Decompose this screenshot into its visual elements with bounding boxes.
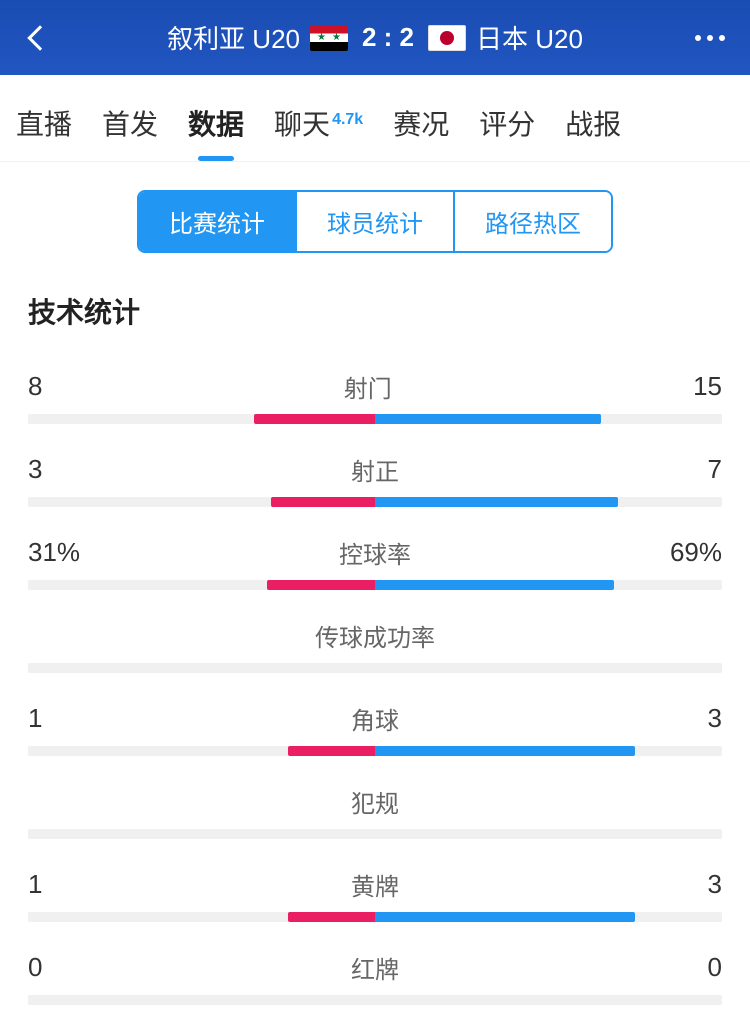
stat-row: 0 红牌 0	[0, 936, 750, 1019]
team-left-name: 叙利亚 U20	[167, 19, 300, 56]
team-right-name: 日本 U20	[476, 19, 583, 56]
stat-header: 0 红牌 0	[28, 950, 722, 985]
stat-value-right: 15	[693, 371, 722, 402]
stat-header: 1 黄牌 3	[28, 867, 722, 902]
more-icon	[695, 35, 725, 41]
stat-value-left: 0	[28, 952, 42, 983]
tab-item[interactable]: 数据	[182, 95, 250, 151]
stat-bar	[28, 912, 722, 922]
tab-item[interactable]: 首发	[96, 95, 164, 151]
stat-value-left: 1	[28, 703, 42, 734]
stat-bar	[28, 829, 722, 839]
stat-row: 31% 控球率 69%	[0, 521, 750, 604]
stat-value-right: 69%	[670, 537, 722, 568]
stat-header: 传球成功率	[28, 618, 722, 653]
bar-left-fill	[254, 414, 375, 424]
stat-label: 射正	[351, 452, 399, 487]
stat-label: 黄牌	[351, 867, 399, 902]
segment-button[interactable]: 比赛统计	[139, 192, 297, 251]
stat-row: 1 角球 3	[0, 687, 750, 770]
bar-right-fill	[375, 746, 635, 756]
stat-value-right: 3	[708, 869, 722, 900]
tab-item[interactable]: 直播	[10, 95, 78, 151]
match-header: 叙利亚 U20 2 : 2 日本 U20	[0, 0, 750, 75]
stat-label: 控球率	[339, 535, 411, 570]
match-title: 叙利亚 U20 2 : 2 日本 U20	[60, 19, 690, 56]
segment-control: 比赛统计球员统计路径热区	[0, 162, 750, 281]
stat-label: 犯规	[351, 784, 399, 819]
flag-syria-icon	[310, 25, 348, 51]
more-button[interactable]	[690, 35, 730, 41]
bar-right-fill	[375, 580, 614, 590]
stat-value-right: 0	[708, 952, 722, 983]
stat-label: 射门	[344, 369, 392, 404]
tab-item[interactable]: 评分	[473, 95, 541, 151]
tab-badge: 4.7k	[332, 111, 363, 128]
stat-bar	[28, 995, 722, 1005]
stat-row: 1 黄牌 3	[0, 853, 750, 936]
segment-button[interactable]: 球员统计	[297, 192, 455, 251]
match-score: 2 : 2	[362, 22, 414, 53]
stat-value-left: 31%	[28, 537, 80, 568]
stat-row: 犯规	[0, 770, 750, 853]
stat-header: 8 射门 15	[28, 369, 722, 404]
stat-value-left: 3	[28, 454, 42, 485]
tab-item[interactable]: 聊天4.7k	[268, 95, 369, 151]
bar-left-fill	[271, 497, 375, 507]
stat-header: 31% 控球率 69%	[28, 535, 722, 570]
stat-bar	[28, 580, 722, 590]
bar-left-fill	[267, 580, 375, 590]
bar-left-fill	[288, 746, 375, 756]
section-title: 技术统计	[0, 281, 750, 355]
stat-value-right: 7	[708, 454, 722, 485]
stat-row: 传球成功率	[0, 604, 750, 687]
stat-label: 红牌	[351, 950, 399, 985]
stat-bar	[28, 414, 722, 424]
stat-value-left: 1	[28, 869, 42, 900]
stat-value-right: 3	[708, 703, 722, 734]
tab-item[interactable]: 战报	[559, 95, 627, 151]
chevron-left-icon	[27, 25, 52, 50]
stat-label: 传球成功率	[315, 618, 435, 653]
stat-bar	[28, 663, 722, 673]
stat-header: 3 射正 7	[28, 452, 722, 487]
bar-right-fill	[375, 912, 635, 922]
back-button[interactable]	[20, 18, 60, 58]
stat-header: 犯规	[28, 784, 722, 819]
segment-button[interactable]: 路径热区	[455, 192, 611, 251]
stat-header: 1 角球 3	[28, 701, 722, 736]
stat-bar	[28, 497, 722, 507]
bar-right-fill	[375, 497, 618, 507]
stat-row: 8 射门 15	[0, 355, 750, 438]
stat-row: 3 射正 7	[0, 438, 750, 521]
stat-bar	[28, 746, 722, 756]
flag-japan-icon	[428, 25, 466, 51]
bar-right-fill	[375, 414, 601, 424]
bar-left-fill	[288, 912, 375, 922]
nav-tabs: 直播首发数据聊天4.7k 赛况评分战报	[0, 75, 750, 162]
stat-value-left: 8	[28, 371, 42, 402]
stats-list: 8 射门 15 3 射正 7 31% 控球率 69% 传球成功率 1 角球 3 犯规 1 黄牌 3 0 红牌 0	[0, 355, 750, 1019]
tab-item[interactable]: 赛况	[387, 95, 455, 151]
stat-label: 角球	[351, 701, 399, 736]
